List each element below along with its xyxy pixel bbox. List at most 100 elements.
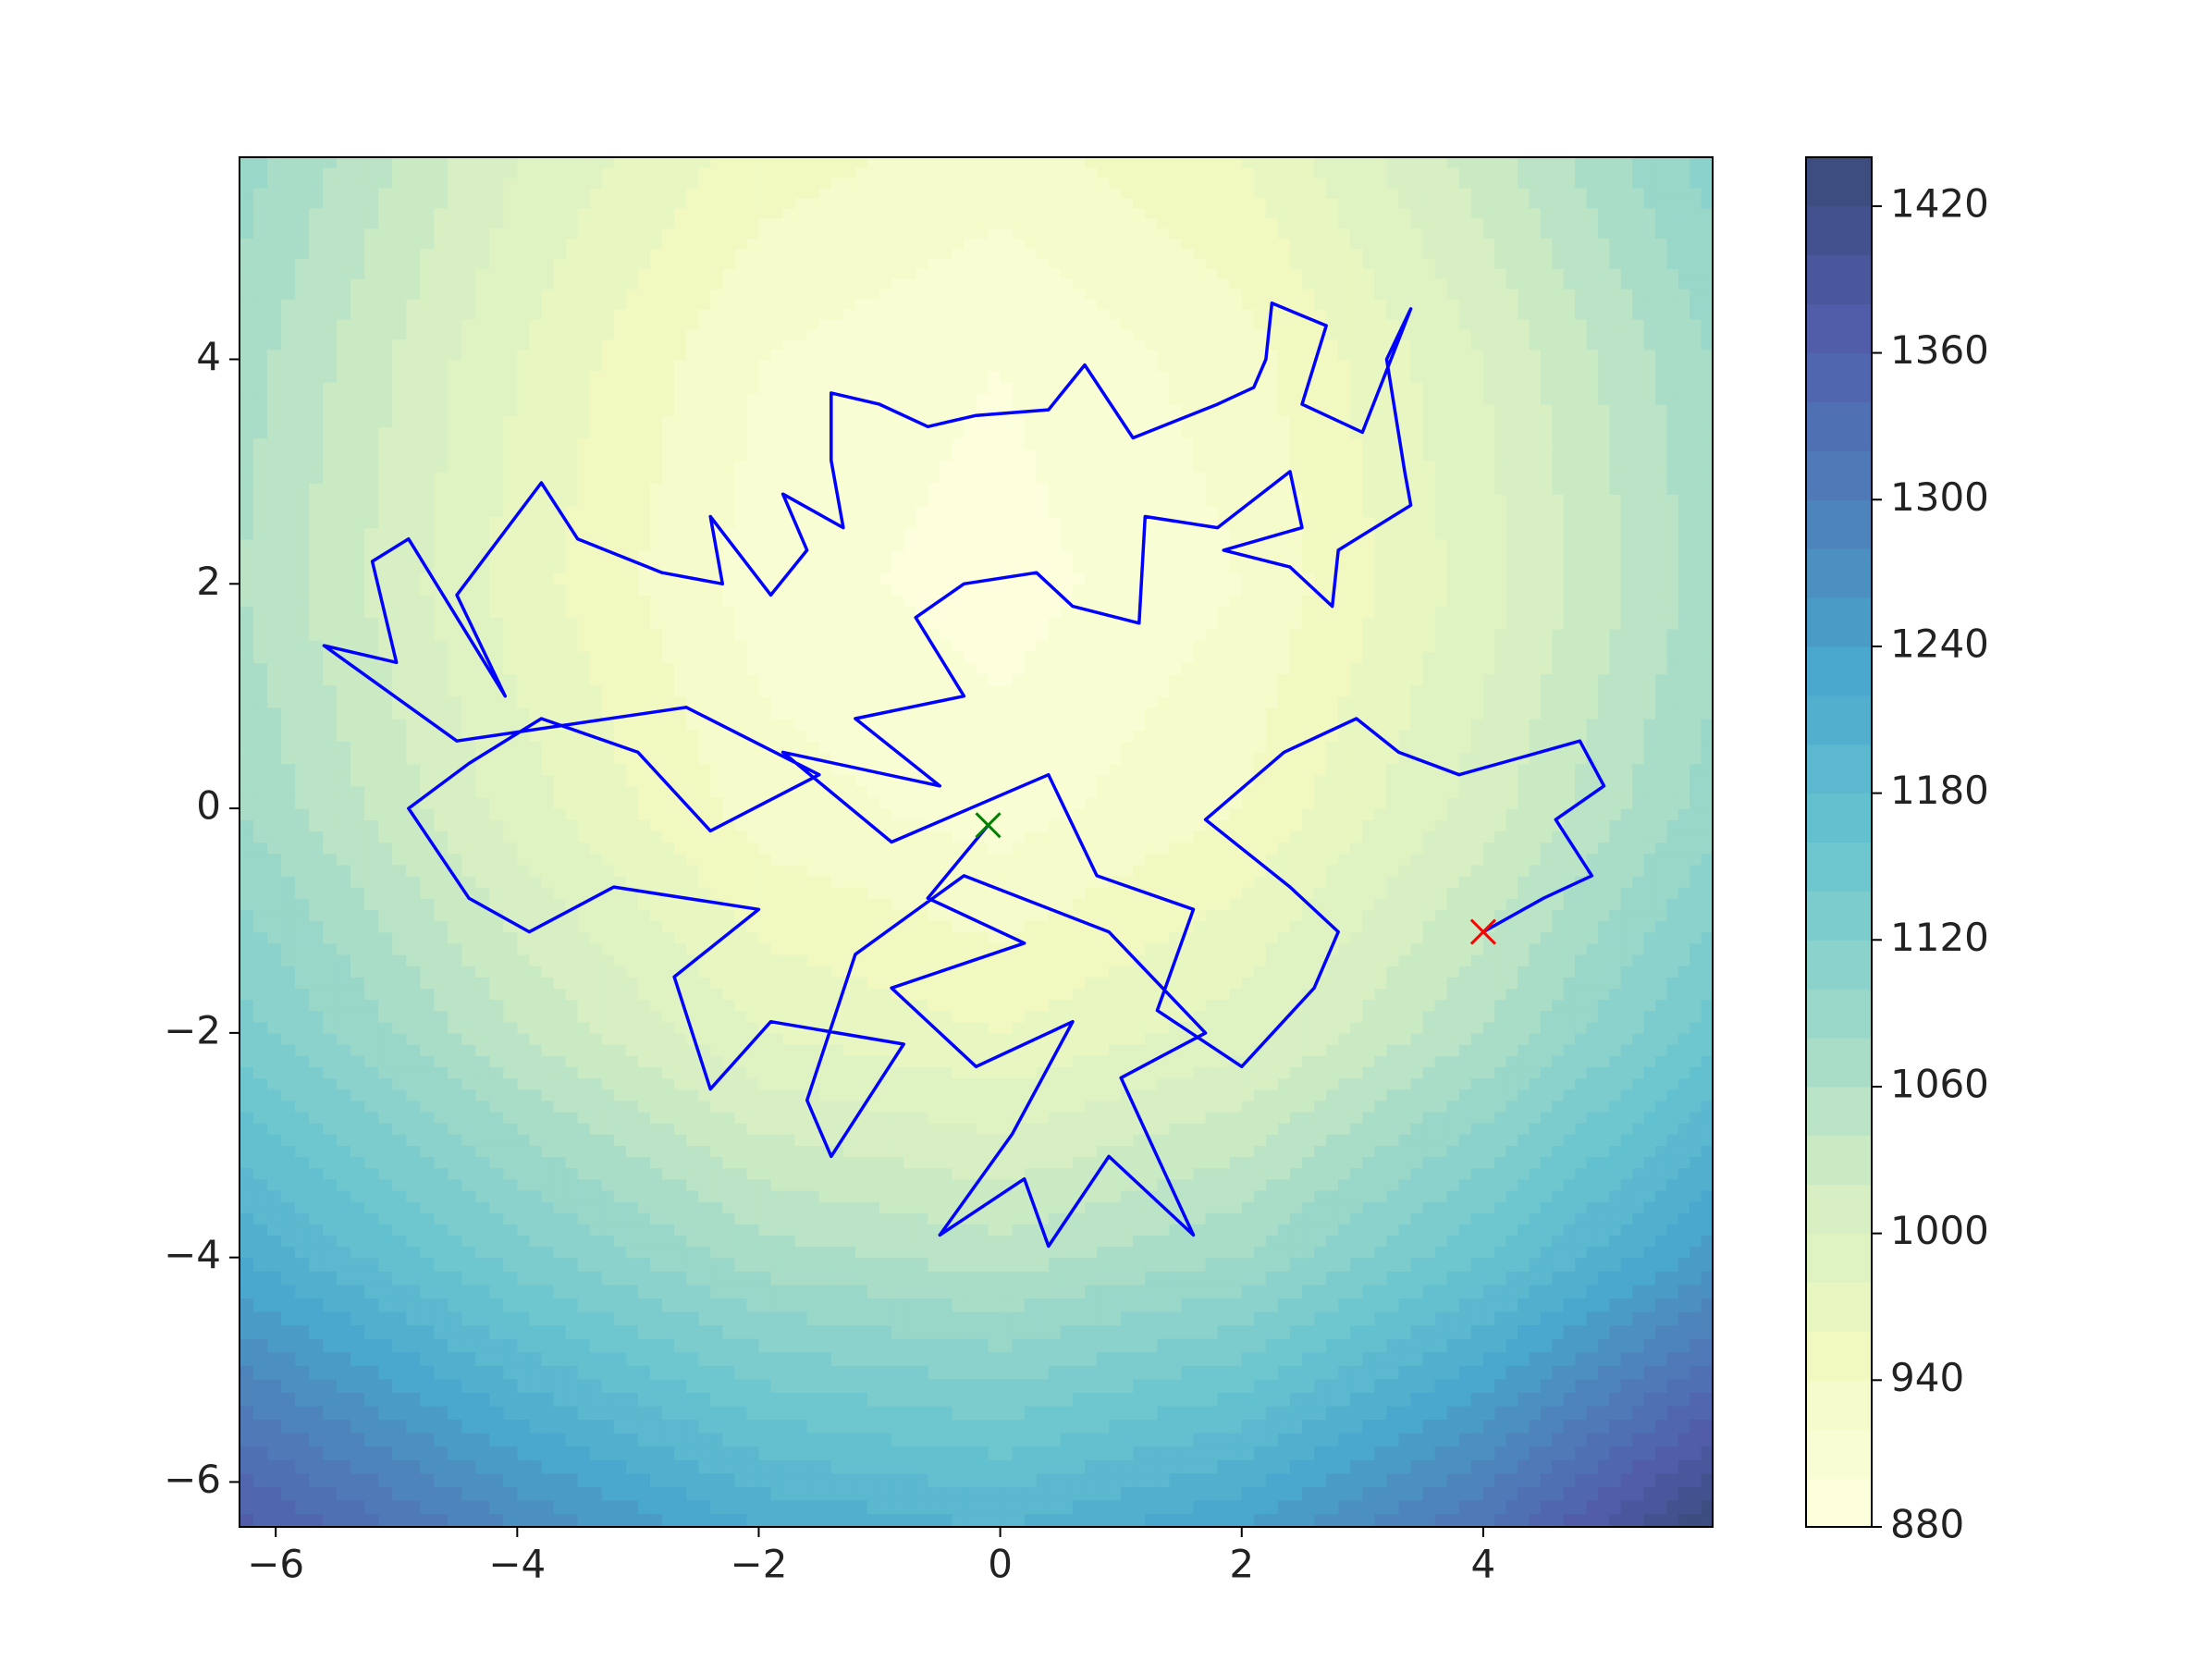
contour-cell: [1109, 1351, 1122, 1366]
contour-cell: [323, 1433, 338, 1447]
contour-cell: [1060, 1378, 1074, 1394]
contour-cell: [577, 1032, 591, 1045]
contour-cell: [601, 1324, 615, 1339]
contour-cell: [1012, 1200, 1026, 1213]
contour-cell: [1654, 1392, 1668, 1407]
contour-cell: [662, 1298, 675, 1312]
contour-cell: [637, 1486, 651, 1501]
contour-cell: [1253, 1513, 1267, 1527]
contour-cell: [1505, 1156, 1518, 1169]
contour-cell: [1362, 1089, 1376, 1101]
contour-cell: [281, 954, 296, 966]
contour-cell: [434, 1378, 449, 1394]
contour-cell: [517, 1212, 531, 1224]
contour-cell: [434, 977, 449, 990]
contour-cell: [565, 1499, 579, 1515]
contour-cell: [1529, 1257, 1542, 1272]
contour-cell: [475, 931, 490, 944]
contour-cell: [866, 1111, 880, 1124]
contour-cell: [1289, 1513, 1303, 1527]
contour-cell: [625, 1044, 639, 1056]
contour-cell: [1302, 1338, 1315, 1353]
contour-cell: [903, 1100, 916, 1113]
contour-cell: [1314, 1284, 1327, 1299]
contour-cell: [988, 1100, 1002, 1113]
contour-cell: [434, 1224, 449, 1237]
contour-cell: [406, 1257, 421, 1272]
contour-cell: [1690, 1145, 1702, 1158]
contour-cell: [988, 1338, 1002, 1353]
contour-cell: [662, 1405, 675, 1421]
contour-cell: [253, 1499, 268, 1515]
contour-cell: [879, 1077, 892, 1090]
contour-cell: [392, 1077, 407, 1090]
contour-cell: [1145, 1032, 1159, 1045]
contour-cell: [1109, 1433, 1122, 1447]
contour-cell: [842, 1284, 856, 1299]
contour-cell: [1289, 1338, 1303, 1353]
contour-cell: [240, 1032, 254, 1045]
contour-cell: [240, 1324, 254, 1339]
contour-cell: [1609, 1189, 1622, 1202]
contour-cell: [565, 1246, 579, 1259]
contour-cell: [1552, 1284, 1565, 1299]
contour-cell: [1217, 1433, 1231, 1447]
contour-cell: [770, 1111, 784, 1124]
contour-cell: [722, 1472, 736, 1487]
contour-cell: [1494, 1271, 1507, 1286]
contour-cell: [1505, 1235, 1518, 1248]
contour-cell: [323, 1378, 338, 1394]
contour-cell: [879, 1486, 892, 1501]
contour-cell: [842, 1224, 856, 1237]
contour-cell: [770, 1156, 784, 1169]
contour-cell: [517, 1324, 531, 1339]
contour-cell: [1241, 1044, 1255, 1056]
contour-cell: [1121, 1111, 1134, 1124]
contour-cell: [337, 1235, 351, 1248]
contour-cell: [734, 1111, 748, 1124]
contour-cell: [830, 1324, 844, 1339]
contour-cell: [625, 1284, 639, 1299]
contour-cell: [662, 1338, 675, 1353]
contour-cell: [806, 1298, 820, 1312]
contour-cell: [378, 1100, 393, 1113]
contour-cell: [577, 1351, 591, 1366]
contour-cell: [1362, 1246, 1376, 1259]
contour-cell: [240, 1446, 254, 1460]
contour-cell: [1241, 1271, 1255, 1286]
contour-cell: [928, 1419, 941, 1433]
contour-cell: [866, 1486, 880, 1501]
contour-cell: [1701, 1246, 1713, 1259]
contour-cell: [758, 1032, 772, 1045]
contour-cell: [806, 1351, 820, 1366]
contour-cell: [1048, 1167, 1062, 1180]
contour-cell: [378, 1513, 393, 1527]
contour-cell: [1446, 1513, 1460, 1527]
contour-cell: [1458, 1433, 1472, 1447]
contour-cell: [1494, 1224, 1507, 1237]
contour-cell: [1277, 1378, 1291, 1394]
contour-cell: [406, 1077, 421, 1090]
contour-cell: [1701, 1499, 1713, 1515]
contour-cell: [1302, 1486, 1315, 1501]
contour-cell: [1677, 1486, 1690, 1501]
contour-cell: [964, 1324, 977, 1339]
contour-cell: [806, 1324, 820, 1339]
contour-cell: [1036, 1044, 1050, 1056]
contour-cell: [625, 1111, 639, 1124]
contour-cell: [323, 1310, 338, 1326]
contour-cell: [940, 1419, 953, 1433]
contour-cell: [240, 1246, 254, 1259]
contour-cell: [1277, 1044, 1291, 1056]
contour-cell: [782, 1419, 796, 1433]
contour-cell: [541, 1405, 555, 1421]
contour-cell: [952, 1459, 965, 1474]
contour-cell: [1458, 1378, 1472, 1394]
contour-cell: [1654, 1189, 1668, 1202]
contour-cell: [1410, 1351, 1424, 1366]
contour-cell: [434, 1459, 449, 1474]
contour-cell: [746, 1246, 760, 1259]
contour-cell: [448, 1122, 462, 1135]
contour-cell: [475, 1513, 490, 1527]
contour-cell: [1302, 1459, 1315, 1474]
